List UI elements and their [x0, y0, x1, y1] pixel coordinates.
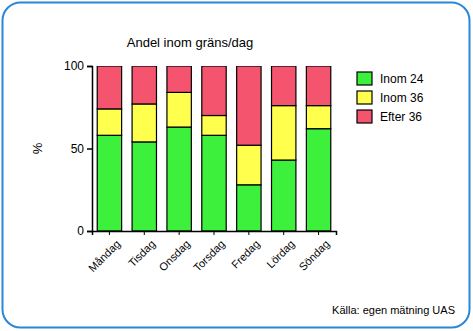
bar-segment — [132, 142, 156, 231]
x-tick-label: Onsdag — [156, 238, 192, 274]
y-tick-mark — [87, 148, 92, 150]
y-tick: 50 — [71, 142, 92, 156]
legend-label: Efter 36 — [380, 110, 422, 124]
legend-swatch — [357, 91, 372, 104]
x-tick-mark — [179, 231, 180, 235]
x-tick-label: Tisdag — [126, 238, 158, 270]
bar-segment — [306, 129, 330, 231]
y-tick: 0 — [77, 224, 92, 238]
bar-segment — [202, 66, 226, 116]
y-tick-label: 0 — [77, 224, 84, 238]
x-tick: Tisdag — [126, 231, 158, 269]
bar-segment — [237, 185, 261, 231]
x-tick-mark — [109, 231, 110, 235]
y-axis-title: % — [30, 142, 45, 154]
bar-segment — [272, 66, 296, 106]
bar-segment — [202, 135, 226, 231]
legend-swatch — [357, 110, 372, 123]
source-note: Källa: egen mätning UAS — [332, 304, 455, 316]
bar-segment — [237, 145, 261, 185]
y-tick-mark — [87, 231, 92, 233]
bar-segment — [97, 109, 121, 135]
x-axis-line — [93, 232, 337, 236]
x-tick: Fredag — [229, 231, 262, 271]
bar-segment — [202, 116, 226, 136]
bar-segment — [132, 66, 156, 104]
x-tick-mark — [248, 231, 249, 235]
y-tick-label: 50 — [71, 142, 85, 156]
bar-segment — [167, 127, 191, 231]
legend-swatch — [357, 72, 372, 85]
x-tick: Torsdag — [191, 231, 227, 274]
bar-segment — [167, 66, 191, 92]
x-tick: Lördag — [264, 231, 297, 270]
y-tick-label: 100 — [64, 59, 84, 73]
bar-segment — [272, 106, 296, 160]
x-tick: Onsdag — [156, 231, 192, 273]
legend-label: Inom 24 — [380, 72, 424, 86]
x-tick-mark — [144, 231, 145, 235]
x-tick-mark — [318, 231, 319, 235]
legend-label: Inom 36 — [380, 91, 424, 105]
x-tick-mark — [283, 231, 284, 235]
bar-segment — [167, 92, 191, 127]
x-tick-label: Torsdag — [191, 238, 227, 274]
bar-segment — [97, 66, 121, 109]
x-tick-label: Söndag — [296, 238, 331, 273]
bar-segment — [97, 135, 121, 231]
x-tick-label: Fredag — [229, 238, 262, 271]
x-axis: MåndagTisdagOnsdagTorsdagFredagLördagSön… — [86, 231, 337, 274]
x-tick: Måndag — [86, 231, 123, 274]
bar-segment — [272, 160, 296, 231]
x-tick-label: Måndag — [86, 238, 123, 275]
x-tick-label: Lördag — [264, 238, 297, 271]
y-axis: 0 50 100 — [64, 59, 93, 238]
y-tick: 100 — [64, 59, 92, 73]
y-axis-line — [87, 67, 93, 232]
x-tick-mark — [214, 231, 215, 235]
y-tick-mark — [87, 66, 92, 68]
chart-title: Andel inom gräns/dag — [127, 35, 253, 50]
bar-segment — [306, 106, 330, 129]
bars — [97, 66, 331, 231]
bar-segment — [306, 66, 330, 106]
x-tick: Söndag — [296, 231, 331, 273]
legend: Inom 24 Inom 36 Efter 36 — [357, 72, 424, 124]
card-frame — [3, 3, 470, 328]
bar-segment — [237, 66, 261, 145]
bar-segment — [132, 104, 156, 142]
